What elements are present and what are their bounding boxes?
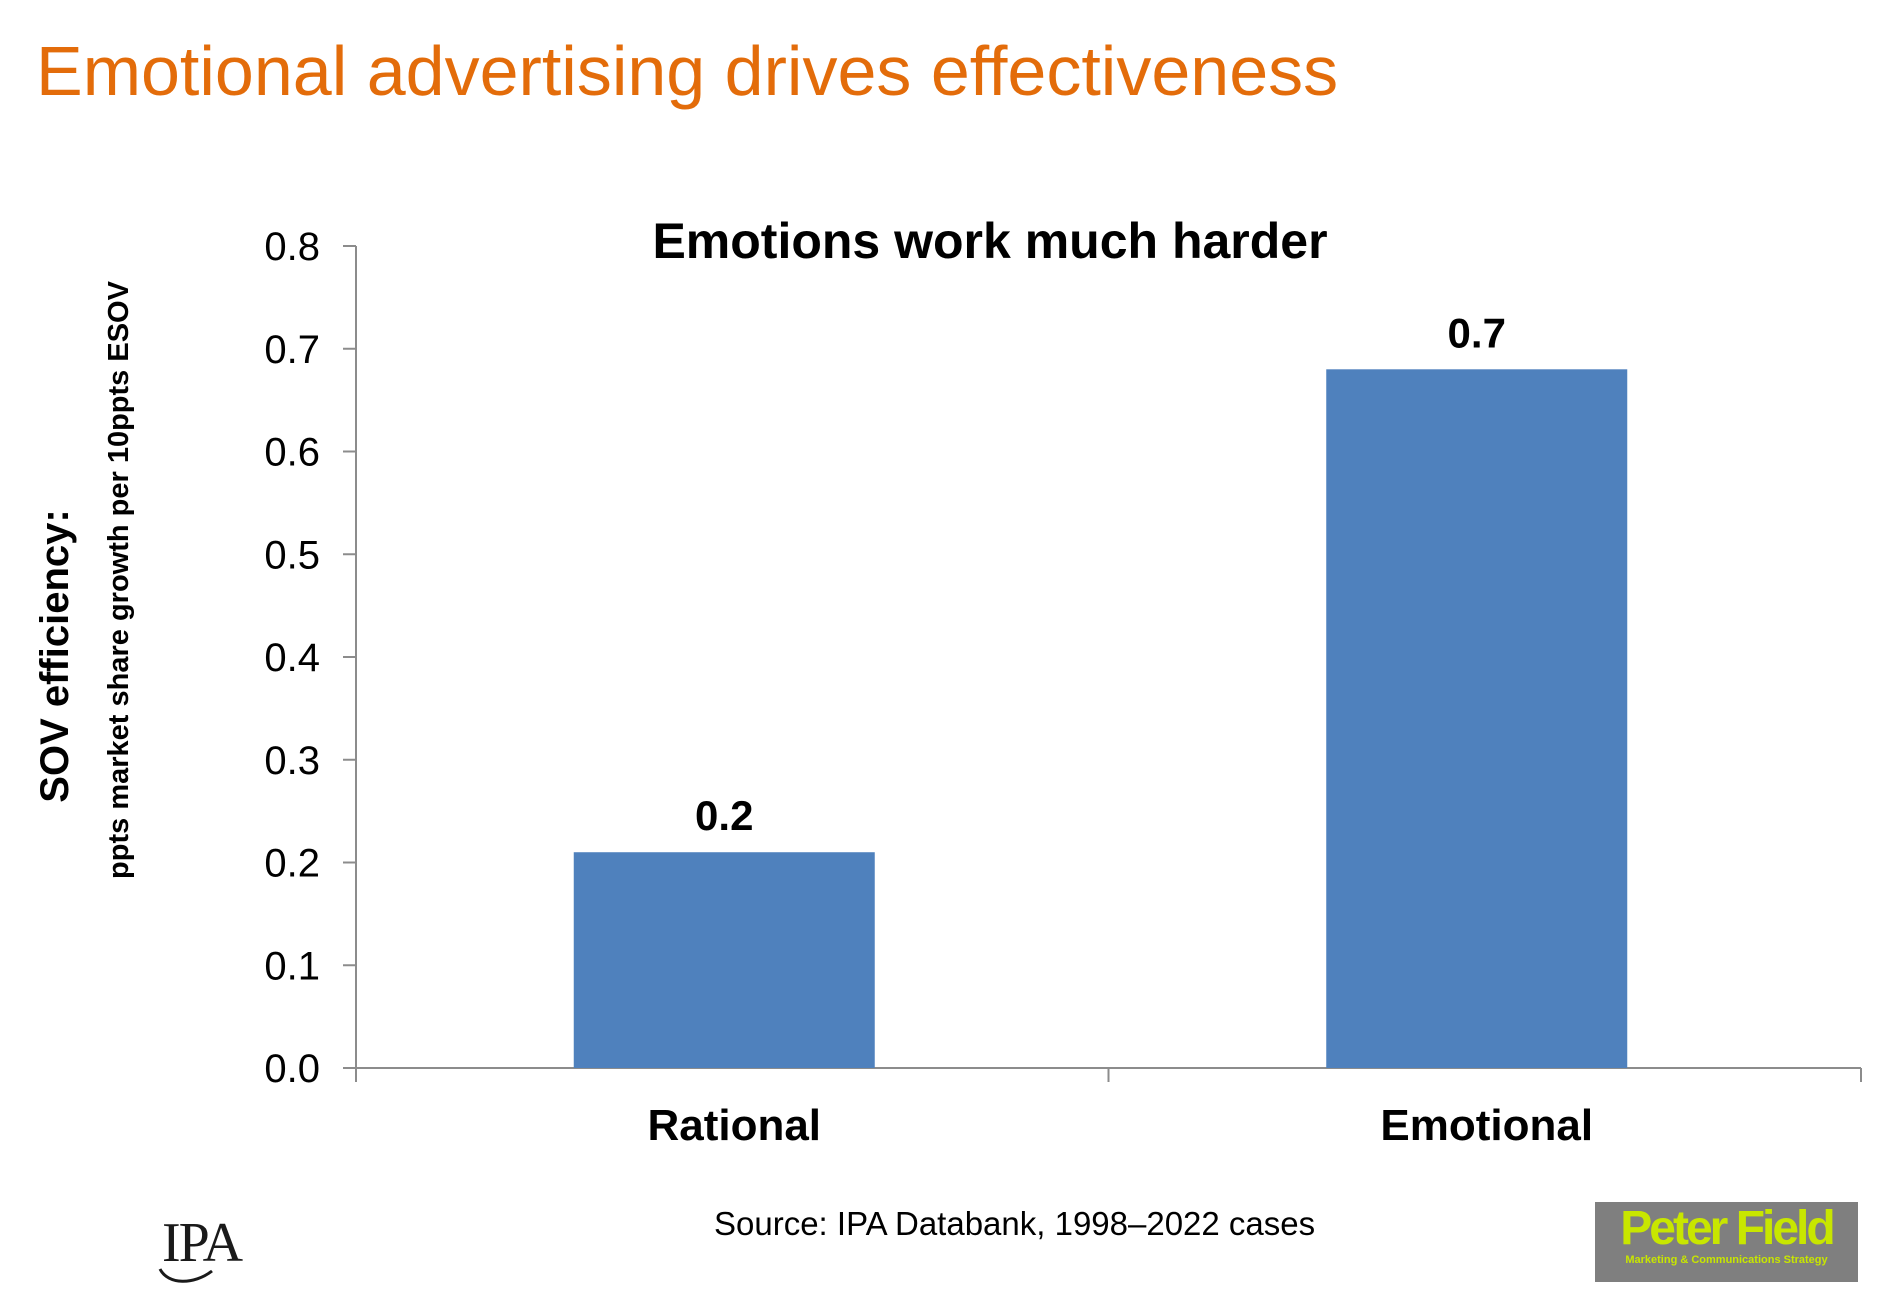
- slide-title: Emotional advertising drives effectivene…: [36, 32, 1339, 110]
- ipa-logo: IPA: [156, 1215, 276, 1285]
- chart-title: Emotions work much harder: [652, 213, 1327, 269]
- y-tick-label: 0.6: [264, 431, 320, 475]
- y-tick-label: 0.4: [264, 636, 320, 680]
- y-tick-label: 0.3: [264, 739, 320, 783]
- y-tick-label: 0.8: [264, 225, 320, 269]
- y-tick-label: 0.0: [264, 1047, 320, 1091]
- bar-emotional: [1326, 369, 1628, 1068]
- source-note: Source: IPA Databank, 1998–2022 cases: [714, 1205, 1316, 1242]
- data-label-rational: 0.2: [695, 792, 753, 839]
- chart-axes: 0.0 0.1 0.2 0.3 0.4 0.5 0.6 0.7 0.8: [264, 225, 1862, 1091]
- y-axis-sublabel: ppts market share growth per 10ppts ESOV: [103, 280, 135, 879]
- ipa-logo-text: IPA: [162, 1212, 243, 1274]
- x-category-label-emotional: Emotional: [1380, 1101, 1593, 1150]
- y-tick-label: 0.7: [264, 328, 320, 372]
- y-tick-label: 0.1: [264, 944, 320, 988]
- peter-field-logo: Peter Field Marketing & Communications S…: [1595, 1202, 1858, 1282]
- data-label-emotional: 0.7: [1448, 309, 1506, 356]
- x-category-label-rational: Rational: [647, 1101, 821, 1150]
- chart-bars: [573, 369, 1628, 1068]
- ipa-swoosh-icon: [158, 1268, 213, 1283]
- y-tick-label: 0.2: [264, 842, 320, 886]
- peter-field-logo-tagline: Marketing & Communications Strategy: [1625, 1254, 1828, 1267]
- y-axis-title: SOV efficiency: ppts market share growth…: [33, 280, 135, 879]
- y-axis-label: SOV efficiency:: [33, 509, 77, 802]
- peter-field-logo-name: Peter Field: [1620, 1202, 1835, 1255]
- chart-labels: 0.2 Rational 0.7 Emotional: [647, 309, 1593, 1150]
- y-tick-label: 0.5: [264, 533, 320, 577]
- bar-rational: [573, 852, 875, 1068]
